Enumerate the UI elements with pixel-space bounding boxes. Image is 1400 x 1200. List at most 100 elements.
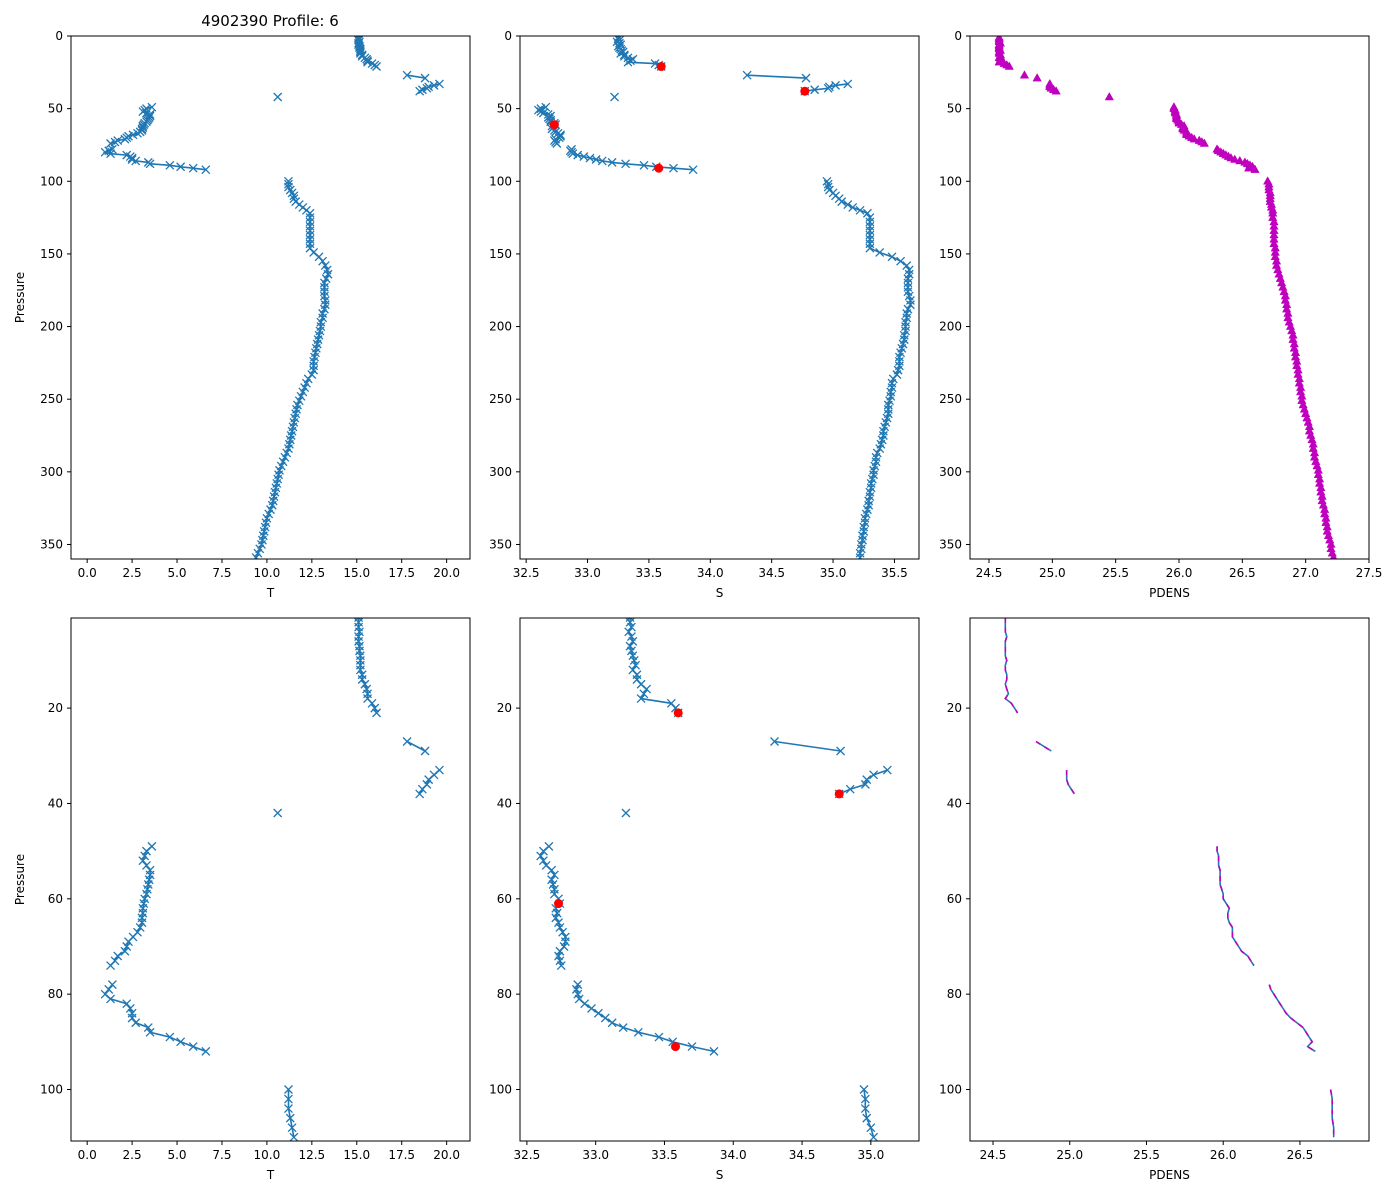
data-point-marker — [869, 1132, 879, 1141]
data-point-marker — [843, 200, 853, 209]
data-point-marker — [901, 317, 910, 327]
x-tick-label: 35.0 — [820, 566, 847, 580]
flagged-point — [800, 86, 810, 96]
data-point-marker — [188, 163, 198, 173]
data-point-marker — [894, 356, 904, 366]
data-point-marker — [568, 149, 578, 159]
data-point-marker — [284, 1104, 293, 1114]
data-point-marker — [316, 317, 326, 327]
y-tick-label: 150 — [489, 247, 512, 261]
data-point-marker — [855, 205, 865, 215]
data-point-marker — [131, 156, 141, 166]
data-point-marker — [320, 295, 330, 305]
data-point-marker — [305, 226, 315, 236]
x-tick-label: 26.0 — [1166, 566, 1193, 580]
x-tick-label: 27.0 — [1292, 566, 1319, 580]
data-point-marker — [823, 83, 833, 93]
data-point-marker — [417, 784, 427, 794]
subplot-T-full: 0.0 2.5 5.0 7.5 10.0 12.5 15.0 17.5 20.0 0 50 100 15… — [13, 29, 471, 600]
data-point-marker — [597, 156, 607, 166]
x-axis-label: PDENS — [1149, 586, 1190, 600]
x-tick-label: 33.5 — [636, 566, 663, 580]
y-tick-label: 250 — [489, 392, 512, 406]
data-point-marker — [555, 922, 565, 932]
data-point-marker — [1019, 70, 1030, 79]
profile-line-dashed — [1035, 740, 1052, 752]
data-point-marker — [355, 665, 365, 675]
data-point-marker — [770, 737, 779, 746]
plot-area — [536, 618, 892, 1141]
data-point-marker — [709, 1046, 719, 1056]
data-point-marker — [860, 1104, 870, 1114]
profile-line-dashed — [1329, 1089, 1335, 1138]
data-point-marker — [1250, 164, 1260, 173]
data-point-marker — [319, 282, 329, 292]
data-point-marker — [865, 243, 875, 253]
x-axis-label: S — [716, 1168, 724, 1182]
flagged-point — [834, 789, 844, 799]
data-point-marker — [104, 984, 114, 994]
x-tick-label: 20.0 — [433, 566, 460, 580]
y-tick-label: 100 — [939, 1083, 962, 1097]
data-point-marker — [319, 278, 329, 288]
data-point-marker — [536, 107, 546, 117]
data-point-marker — [536, 851, 546, 861]
data-point-marker — [372, 708, 382, 718]
y-tick-label: 250 — [939, 392, 962, 406]
profile-line — [774, 740, 841, 752]
data-point-marker — [137, 918, 147, 928]
data-point-marker — [429, 80, 439, 90]
data-point-marker — [309, 361, 319, 371]
data-point-marker — [887, 378, 897, 388]
y-tick-label: 300 — [489, 465, 512, 479]
data-point-marker — [848, 202, 858, 212]
data-point-marker — [855, 548, 865, 558]
flagged-point — [554, 899, 564, 909]
y-tick-label: 20 — [48, 701, 63, 715]
data-point-marker — [883, 404, 893, 414]
data-point-marker — [899, 330, 909, 340]
data-point-marker — [165, 1032, 175, 1042]
data-point-marker — [367, 59, 377, 69]
plot-area — [1004, 618, 1335, 1138]
data-point-marker — [865, 239, 875, 249]
x-tick-label: 34.0 — [720, 1148, 747, 1162]
data-point-marker — [551, 913, 561, 923]
data-point-marker — [1051, 86, 1061, 95]
axes-frame — [70, 35, 471, 560]
y-tick-label: 20 — [497, 701, 512, 715]
profile-line-dashed — [1216, 846, 1255, 967]
y-tick-label: 300 — [40, 465, 63, 479]
data-point-marker — [120, 946, 130, 956]
x-tick-label: 15.0 — [343, 1148, 370, 1162]
plot-area — [100, 36, 444, 559]
data-point-marker — [896, 256, 906, 266]
data-point-marker — [639, 689, 649, 699]
flagged-point — [656, 62, 666, 72]
y-tick-label: 50 — [497, 102, 512, 116]
data-point-marker — [138, 856, 148, 866]
data-point-marker — [587, 1004, 597, 1013]
data-point-marker — [142, 889, 151, 899]
data-point-marker — [122, 999, 132, 1009]
flagged-point — [673, 708, 683, 718]
data-point-marker — [305, 213, 315, 223]
data-point-marker — [639, 160, 649, 170]
data-point-marker — [994, 57, 1004, 66]
y-tick-label: 80 — [947, 987, 962, 1001]
data-point-marker — [417, 85, 427, 95]
data-point-marker — [904, 265, 914, 275]
y-tick-label: 40 — [947, 796, 962, 810]
data-point-marker — [901, 322, 910, 332]
data-point-marker — [165, 160, 175, 170]
data-point-marker — [370, 703, 380, 713]
data-point-marker — [894, 352, 904, 362]
data-point-marker — [862, 1113, 872, 1123]
profile-line — [406, 740, 426, 752]
y-tick-label: 350 — [489, 537, 512, 551]
data-point-marker — [536, 104, 546, 114]
data-point-marker — [176, 1037, 186, 1047]
data-point-marker — [143, 1023, 153, 1032]
plot-area — [994, 36, 1338, 559]
data-point-marker — [415, 86, 425, 96]
